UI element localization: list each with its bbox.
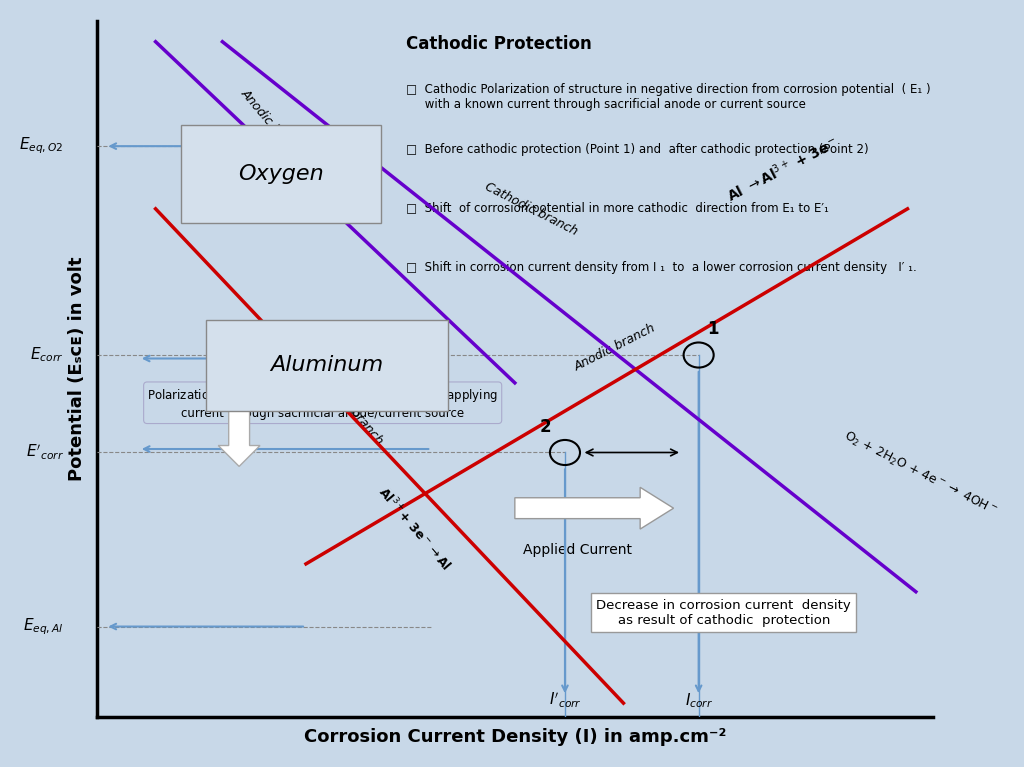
Text: Cathodic Protection: Cathodic Protection <box>407 35 592 53</box>
Text: $E_{eq,Al}$: $E_{eq,Al}$ <box>23 616 63 637</box>
X-axis label: Corrosion Current Density (I) in amp.cm⁻²: Corrosion Current Density (I) in amp.cm⁻… <box>304 728 726 746</box>
FancyArrow shape <box>218 362 260 466</box>
Text: Anodic branch: Anodic branch <box>572 322 657 374</box>
Text: $I_{corr}$: $I_{corr}$ <box>684 691 713 710</box>
Text: Oxygen: Oxygen <box>238 164 324 184</box>
FancyBboxPatch shape <box>180 125 381 222</box>
Text: $I'_{corr}$: $I'_{corr}$ <box>549 691 582 710</box>
Text: Al$^{3+}$+ 3e$^-$$\rightarrow$Al: Al$^{3+}$+ 3e$^-$$\rightarrow$Al <box>375 484 455 574</box>
Text: □  Before cathodic protection (Point 1) and  after cathodic protection (Point 2): □ Before cathodic protection (Point 1) a… <box>407 143 868 156</box>
Text: 1: 1 <box>707 320 719 338</box>
Text: $E_{corr}$: $E_{corr}$ <box>31 346 63 364</box>
Text: $E'_{corr}$: $E'_{corr}$ <box>26 443 63 463</box>
Text: 2: 2 <box>540 417 552 436</box>
Text: Decrease in corrosion current  density
as result of cathodic  protection: Decrease in corrosion current density as… <box>596 598 851 627</box>
Text: Polarization of the structure from $E_{corr}$ to $E'_{corr}$  by  applying
curre: Polarization of the structure from $E_{c… <box>147 387 499 420</box>
Text: □  Cathodic Polarization of structure in negative direction from corrosion poten: □ Cathodic Polarization of structure in … <box>407 84 931 111</box>
Text: O$_2$ + 2H$_2$O + 4e$^-$$\rightarrow$ 4OH$^-$: O$_2$ + 2H$_2$O + 4e$^-$$\rightarrow$ 4O… <box>841 428 998 518</box>
Text: Al $\rightarrow$Al$^{3+}$ + 3e$^-$: Al $\rightarrow$Al$^{3+}$ + 3e$^-$ <box>723 133 841 206</box>
FancyArrow shape <box>515 487 674 529</box>
Text: $E_{eq,O2}$: $E_{eq,O2}$ <box>19 136 63 156</box>
Text: □  Shift  of corrosion potential in more cathodic  direction from E₁ to E′₁: □ Shift of corrosion potential in more c… <box>407 202 829 215</box>
Text: □  Shift in corrosion current density from I ₁  to  a lower corrosion current de: □ Shift in corrosion current density fro… <box>407 261 916 274</box>
Text: Applied Current: Applied Current <box>523 543 632 557</box>
Text: Anodic branch: Anodic branch <box>239 87 306 163</box>
Text: Cathodic branch: Cathodic branch <box>483 179 580 238</box>
Y-axis label: Potential (Eₛᴄᴇ) in volt: Potential (Eₛᴄᴇ) in volt <box>68 257 86 481</box>
FancyBboxPatch shape <box>206 320 447 410</box>
Text: Cathodic branch: Cathodic branch <box>310 360 386 447</box>
Text: Aluminum: Aluminum <box>270 355 383 376</box>
